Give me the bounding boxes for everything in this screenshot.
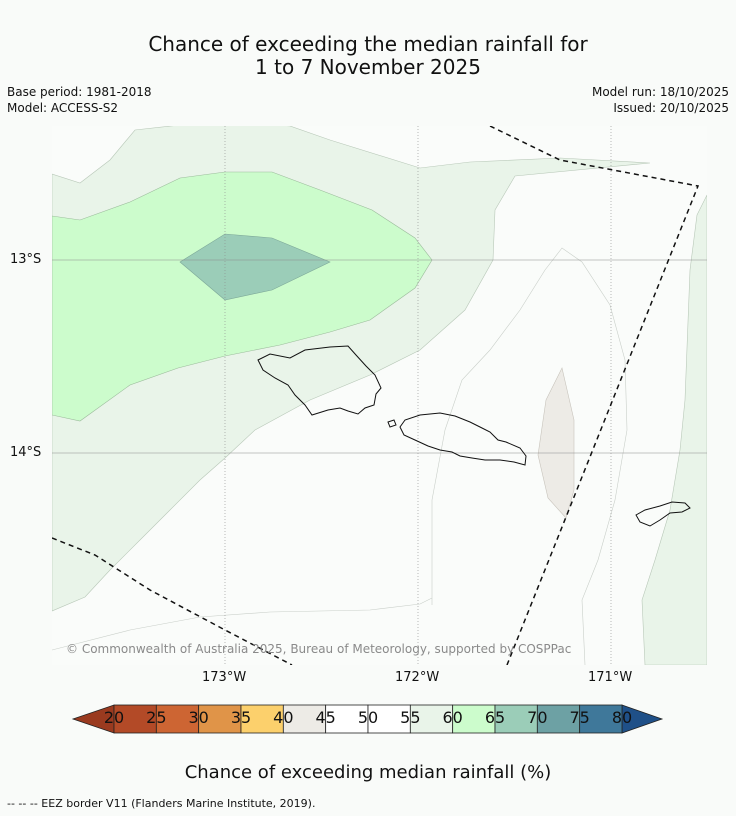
base-period-label: Base period: 1981-2018 bbox=[7, 85, 152, 99]
colorbar bbox=[71, 704, 664, 734]
contour-line-50 bbox=[431, 247, 628, 665]
colorbar-segment bbox=[282, 704, 327, 734]
colorbar-tick-label: 45 bbox=[315, 708, 336, 727]
colorbar-tick-label: 70 bbox=[527, 708, 548, 727]
colorbar-segment bbox=[494, 704, 538, 734]
colorbar-segment bbox=[113, 704, 157, 734]
lat-label-13s: 13°S bbox=[10, 252, 42, 267]
colorbar-segment bbox=[198, 704, 242, 734]
colorbar-tick-label: 50 bbox=[357, 708, 379, 727]
copyright-text: © Commonwealth of Australia 2025, Bureau… bbox=[66, 642, 572, 656]
colorbar-tick-label: 75 bbox=[569, 708, 590, 727]
colorbar-tick-label: 35 bbox=[230, 708, 252, 727]
map-title-line2: 1 to 7 November 2025 bbox=[255, 55, 481, 79]
eez-border bbox=[52, 126, 700, 665]
map-title-line1: Chance of exceeding the median rainfall … bbox=[148, 32, 588, 56]
contour-55-60-east bbox=[641, 194, 707, 665]
colorbar-segment bbox=[452, 704, 496, 734]
lon-label-172w: 172°W bbox=[395, 670, 440, 685]
island-tutuila bbox=[635, 501, 691, 527]
colorbar-segment bbox=[409, 704, 454, 734]
eez-legend-note: -- -- -- EEZ border V11 (Flanders Marine… bbox=[7, 797, 316, 810]
colorbar-title: Chance of exceeding median rainfall (%) bbox=[184, 762, 552, 783]
colorbar-tick-label: 20 bbox=[103, 708, 125, 727]
island-savaii bbox=[257, 345, 382, 416]
colorbar-segment bbox=[536, 704, 581, 734]
island-upolu bbox=[399, 412, 527, 466]
lon-label-173w: 173°W bbox=[202, 670, 247, 685]
colorbar-tick-label: 55 bbox=[400, 708, 421, 727]
colorbar-tick-label: 40 bbox=[273, 708, 294, 727]
colorbar-tick-label: 25 bbox=[146, 708, 167, 727]
contour-40-45 bbox=[537, 367, 575, 519]
contour-line-south bbox=[52, 597, 433, 651]
lat-label-14s: 14°S bbox=[10, 445, 42, 460]
graticule bbox=[52, 126, 707, 665]
colorbar-segment bbox=[367, 704, 411, 734]
issued-label: Issued: 20/10/2025 bbox=[613, 101, 729, 115]
model-run-label: Model run: 18/10/2025 bbox=[591, 85, 729, 99]
lon-label-171w: 171°W bbox=[588, 670, 633, 685]
colorbar-tick-label: 30 bbox=[188, 708, 209, 727]
model-label: Model: ACCESS-S2 bbox=[7, 101, 119, 115]
island-manono bbox=[387, 419, 397, 428]
colorbar-tick-label: 65 bbox=[484, 708, 506, 727]
colorbar-tick-label: 80 bbox=[611, 708, 633, 727]
colorbar-segment bbox=[579, 704, 623, 734]
colorbar-segment bbox=[240, 704, 284, 734]
colorbar-tick-label: 60 bbox=[442, 708, 463, 727]
